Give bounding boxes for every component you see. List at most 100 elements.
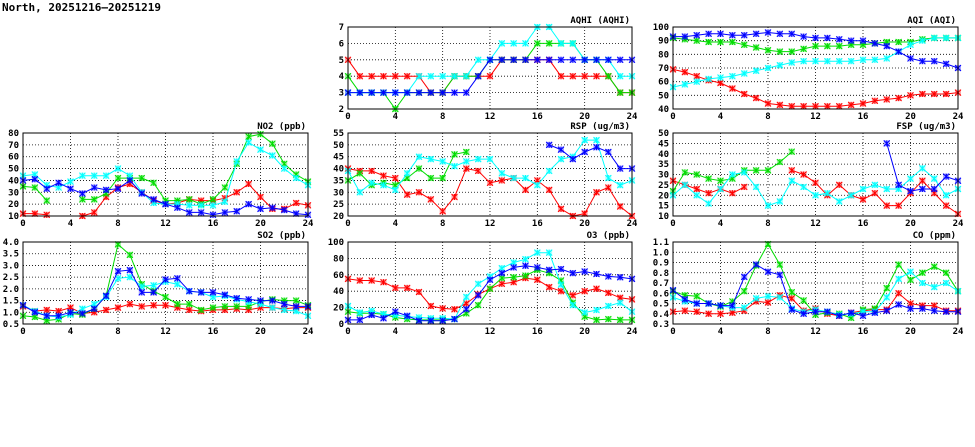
series-blue xyxy=(19,175,312,219)
data-point xyxy=(764,299,772,306)
data-point xyxy=(391,186,399,194)
chart-title: AQHI (AQHI) xyxy=(570,16,630,26)
data-point xyxy=(427,317,435,325)
data-point-marker xyxy=(883,140,891,147)
data-point xyxy=(883,284,891,292)
data-point xyxy=(569,269,577,277)
data-point xyxy=(43,185,51,193)
data-point-marker xyxy=(233,158,241,165)
x-tick-label: 0 xyxy=(20,327,25,337)
data-point xyxy=(403,72,411,80)
data-point-marker xyxy=(616,89,624,96)
data-point xyxy=(462,72,470,80)
x-tick-label: 12 xyxy=(810,112,821,122)
data-point-marker xyxy=(895,94,902,102)
data-point-marker xyxy=(462,89,470,96)
data-point-marker xyxy=(280,206,288,214)
data-point xyxy=(67,308,74,316)
data-point xyxy=(55,312,62,320)
data-point-marker xyxy=(209,289,217,296)
data-point xyxy=(919,305,926,312)
data-point-marker xyxy=(752,94,760,102)
data-point-marker xyxy=(43,197,51,204)
data-point xyxy=(439,72,447,80)
data-point xyxy=(788,48,796,55)
data-point xyxy=(681,68,689,76)
data-point xyxy=(871,56,879,64)
data-point-marker xyxy=(907,276,914,284)
data-point xyxy=(368,311,376,319)
data-point-marker xyxy=(729,309,736,317)
data-point xyxy=(415,72,423,80)
data-point-marker xyxy=(209,211,217,219)
data-point xyxy=(233,207,241,215)
data-point-marker xyxy=(942,34,950,42)
y-tick-label: 20 xyxy=(333,304,344,314)
data-point-marker xyxy=(717,185,724,193)
data-point-marker xyxy=(740,287,748,295)
data-point xyxy=(356,309,364,316)
data-point xyxy=(102,172,110,180)
data-point-marker xyxy=(368,167,376,175)
data-point xyxy=(919,185,926,193)
data-point-marker xyxy=(257,297,264,304)
data-point xyxy=(871,40,879,47)
data-point xyxy=(439,174,447,182)
data-point xyxy=(569,72,577,80)
data-point-marker xyxy=(895,275,902,283)
data-point-marker xyxy=(55,312,62,320)
data-point xyxy=(462,89,470,96)
data-point-marker xyxy=(871,181,879,189)
data-point xyxy=(764,64,772,72)
data-point-marker xyxy=(788,166,796,174)
data-point xyxy=(907,300,914,307)
y-tick-label: 70 xyxy=(8,141,19,151)
data-point xyxy=(233,294,241,302)
data-point-marker xyxy=(427,174,435,182)
data-point-marker xyxy=(162,293,169,301)
data-point xyxy=(391,284,399,292)
data-point-marker xyxy=(569,72,577,80)
data-point xyxy=(824,57,831,65)
data-point xyxy=(788,288,796,296)
data-point xyxy=(391,72,399,80)
data-point xyxy=(776,293,784,301)
data-point xyxy=(415,153,423,161)
data-point-marker xyxy=(380,314,387,322)
y-tick-label: 0.4 xyxy=(653,310,670,320)
data-point-marker xyxy=(930,90,938,98)
data-point-marker xyxy=(919,57,926,65)
data-point xyxy=(510,264,518,271)
data-point-marker xyxy=(439,72,447,80)
data-point xyxy=(883,42,891,50)
data-point-marker xyxy=(269,304,276,311)
data-point-marker xyxy=(569,56,577,64)
data-point-marker xyxy=(812,179,819,187)
data-point-marker xyxy=(43,306,51,314)
y-tick-label: 60 xyxy=(333,271,344,281)
data-point xyxy=(545,186,553,194)
data-point xyxy=(174,204,181,212)
data-point-marker xyxy=(510,264,518,271)
data-point-marker xyxy=(752,44,760,51)
x-tick-label: 8 xyxy=(765,219,770,229)
data-point xyxy=(752,44,760,51)
data-point xyxy=(693,31,701,39)
data-point-marker xyxy=(209,304,217,311)
data-point xyxy=(150,301,157,309)
data-point-marker xyxy=(919,185,926,193)
data-point xyxy=(859,196,867,203)
data-point-marker xyxy=(197,201,205,209)
data-point-marker xyxy=(835,42,843,50)
data-point xyxy=(67,185,74,193)
data-point-marker xyxy=(90,196,98,203)
data-point-marker xyxy=(871,309,879,317)
x-tick-label: 4 xyxy=(68,327,74,337)
data-point xyxy=(138,303,146,310)
data-point xyxy=(197,201,205,209)
data-point-marker xyxy=(403,312,411,320)
data-point xyxy=(835,42,843,50)
x-tick-label: 20 xyxy=(905,219,916,229)
data-point-marker xyxy=(740,183,748,191)
data-point-marker xyxy=(930,263,938,270)
